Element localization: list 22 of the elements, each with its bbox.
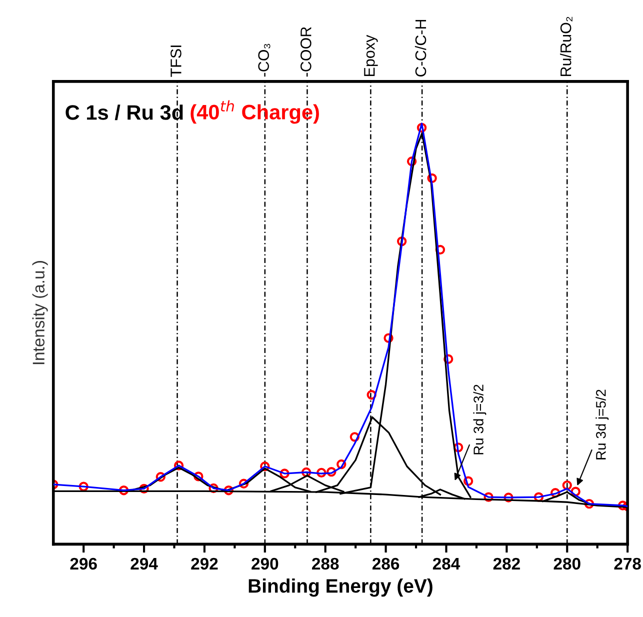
x-tick-label: 288 (312, 558, 339, 570)
x-axis-title: Binding Energy (eV) (248, 578, 432, 597)
ref-line-label: -CO₃ (258, 44, 270, 77)
x-tick-label: 292 (191, 558, 218, 570)
ref-line-label: TFSI (170, 46, 182, 77)
ref-line-label: Epoxy (364, 34, 378, 76)
x-tick-label: 284 (432, 558, 460, 570)
chart-title: C 1s / Ru 3d (66, 104, 183, 120)
x-tick-label: 282 (493, 558, 520, 570)
ref-line-label: C-C/C-H (414, 20, 426, 76)
ref-line-label: -COOR (300, 27, 312, 77)
y-axis-title: Intensity (a.u.) (32, 261, 48, 364)
ref-line-label: Ru/RuO₂ (560, 16, 572, 76)
x-tick-label: 286 (372, 558, 400, 570)
annotation: Ru 3d j=5/2 (596, 390, 609, 460)
annotation: Ru 3d j=3/2 (473, 384, 486, 454)
x-tick-label: 290 (252, 558, 278, 570)
chart-subtitle: (40$^{th}$ Charge) (190, 100, 319, 124)
x-tick-label: 294 (130, 558, 158, 570)
x-tick-label: 280 (554, 558, 580, 570)
x-tick-label: 278 (614, 558, 641, 570)
x-tick-label: 296 (70, 558, 97, 570)
